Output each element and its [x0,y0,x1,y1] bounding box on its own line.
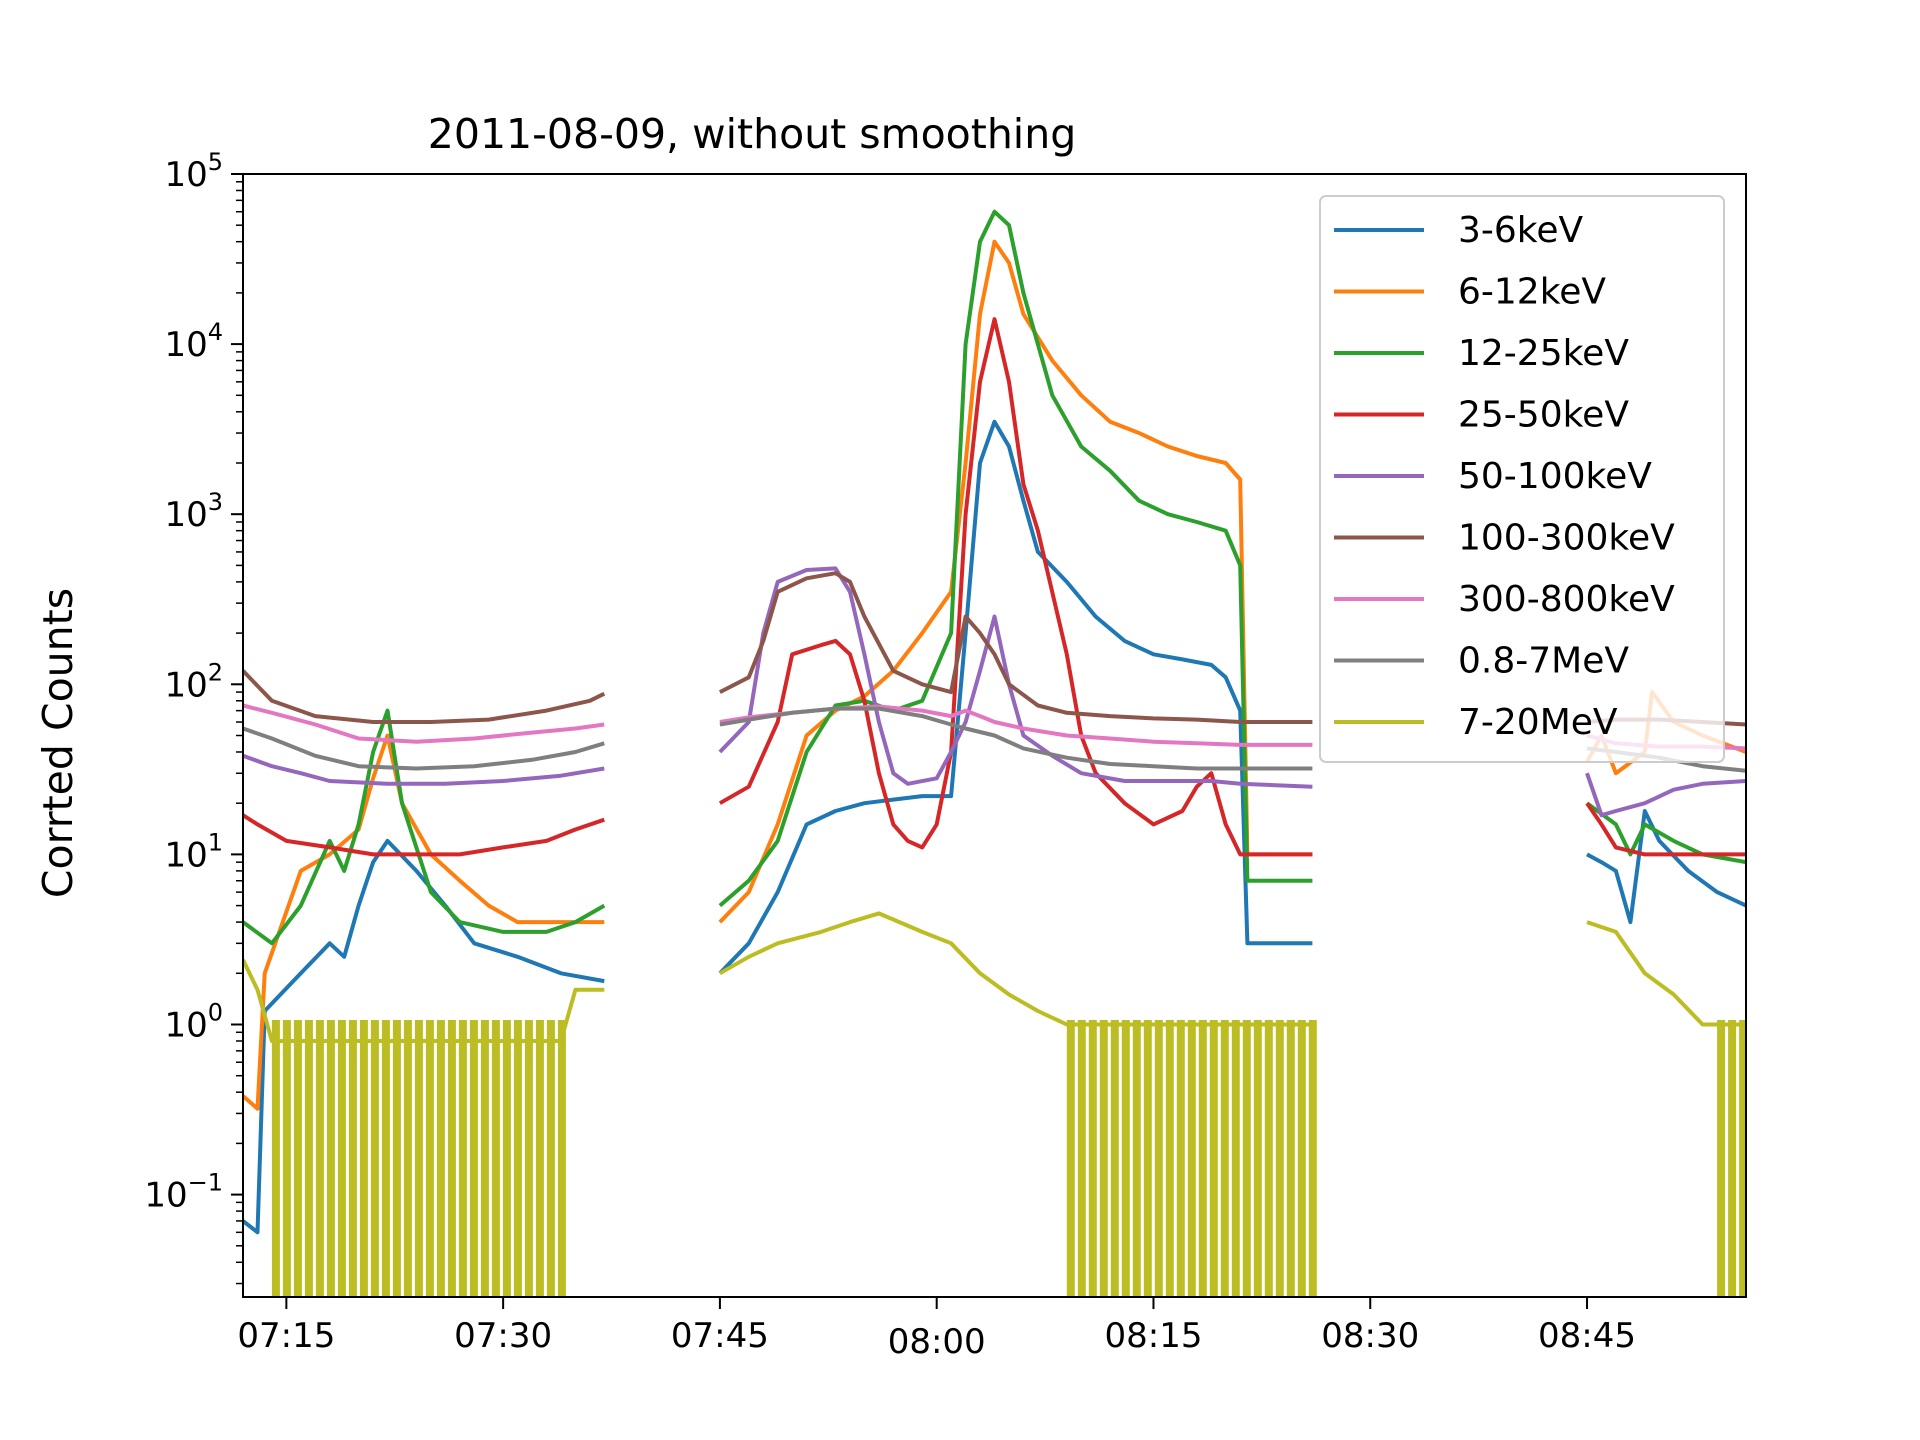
dropout-band-0 [271,1020,566,1297]
dropout-stripe [392,1020,401,1297]
dropout-band-2 [1717,1020,1746,1297]
dropout-stripe [282,1020,291,1297]
dropout-stripe [1176,1020,1185,1297]
dropout-stripe [337,1020,346,1297]
x-axis: 07:15 07:30 07:45 08:00 08:15 08:30 08:45 [237,1297,1636,1362]
series-line-4 [243,566,1746,818]
x-tick-label: 08:00 [888,1322,986,1362]
x-tick-label: 08:45 [1538,1316,1636,1356]
x-tick-label: 07:15 [237,1316,335,1356]
dropout-stripe [425,1020,434,1297]
x-tick-label: 07:30 [454,1316,552,1356]
y-tick-label: 103 [164,488,223,535]
dropout-stripe [513,1020,522,1297]
dropout-stripe [524,1020,533,1297]
y-tick-label: 102 [164,658,223,705]
legend-label: 7-20MeV [1458,702,1618,743]
chart-title: 2011-08-09, without smoothing [428,110,1076,158]
dropout-band-1 [1066,1020,1317,1297]
dropout-stripe [1231,1020,1240,1297]
dropout-stripe [1308,1020,1317,1297]
dropout-stripe [1728,1020,1737,1297]
legend-label: 0.8-7MeV [1458,641,1629,682]
dropout-stripe [271,1020,280,1297]
dropout-stripe [1121,1020,1130,1297]
dropout-stripe [1220,1020,1229,1297]
y-tick-label: 10−1 [144,1169,223,1216]
dropout-stripe [1132,1020,1141,1297]
dropout-stripe [1143,1020,1152,1297]
dropout-stripe [458,1020,467,1297]
dropout-stripe [1154,1020,1163,1297]
legend-label: 6-12keV [1458,272,1606,313]
legend-label: 300-800keV [1458,579,1675,620]
legend-box [1319,195,1725,763]
dropout-stripe [348,1020,357,1297]
dropout-stripe [535,1020,544,1297]
dropout-stripe [326,1020,335,1297]
series-line-0 [243,419,1746,1235]
y-axis-label: Corrted Counts [34,588,82,898]
dropout-stripe [1253,1020,1262,1297]
legend-label: 50-100keV [1458,456,1652,497]
y-tick-label: 100 [164,998,223,1045]
dropout-stripe [381,1020,390,1297]
legend-label: 3-6keV [1458,210,1584,251]
dropout-stripe [1198,1020,1207,1297]
dropout-stripe [1275,1020,1284,1297]
y-tick-label: 105 [164,148,223,195]
dropout-stripe [370,1020,379,1297]
dropout-stripe [1110,1020,1119,1297]
legend-label: 100-300keV [1458,518,1675,559]
dropout-stripe [1066,1020,1075,1297]
dropout-stripe [359,1020,368,1297]
y-axis: 10−1 100 101 102 103 104 105 [144,148,243,1285]
dropout-stripe [304,1020,313,1297]
dropout-stripe [447,1020,456,1297]
dropout-stripe [469,1020,478,1297]
dropout-stripe [1077,1020,1086,1297]
dropout-stripe [403,1020,412,1297]
dropout-stripe [1242,1020,1251,1297]
dropout-stripe [1264,1020,1273,1297]
dropout-stripe [1187,1020,1196,1297]
y-tick-label: 101 [164,828,223,875]
dropout-stripe [1297,1020,1306,1297]
legend-label: 12-25keV [1458,333,1629,374]
legend: 3-6keV 6-12keV 12-25keV 25-50keV 50-100keV 10… [1319,195,1725,763]
series-line-3 [243,317,1746,857]
dropout-stripe [546,1020,555,1297]
dropout-stripe [502,1020,511,1297]
dropout-stripe [1286,1020,1295,1297]
dropout-stripe [1209,1020,1218,1297]
dropout-stripe [414,1020,423,1297]
x-tick-label: 07:45 [671,1316,769,1356]
dropout-stripe [1099,1020,1108,1297]
x-tick-label: 08:15 [1104,1316,1202,1356]
y-tick-label: 104 [164,318,223,365]
dropout-stripe [293,1020,302,1297]
dropout-stripe [1088,1020,1097,1297]
dropout-stripe [557,1020,566,1297]
dropout-stripe [1717,1020,1726,1297]
dropout-stripe [491,1020,500,1297]
x-tick-label: 08:30 [1321,1316,1419,1356]
dropout-stripe [480,1020,489,1297]
legend-label: 25-50keV [1458,395,1629,436]
dropout-stripe [315,1020,324,1297]
dropout-stripe [1739,1020,1746,1297]
dropout-stripe [436,1020,445,1297]
dropout-stripe [1165,1020,1174,1297]
